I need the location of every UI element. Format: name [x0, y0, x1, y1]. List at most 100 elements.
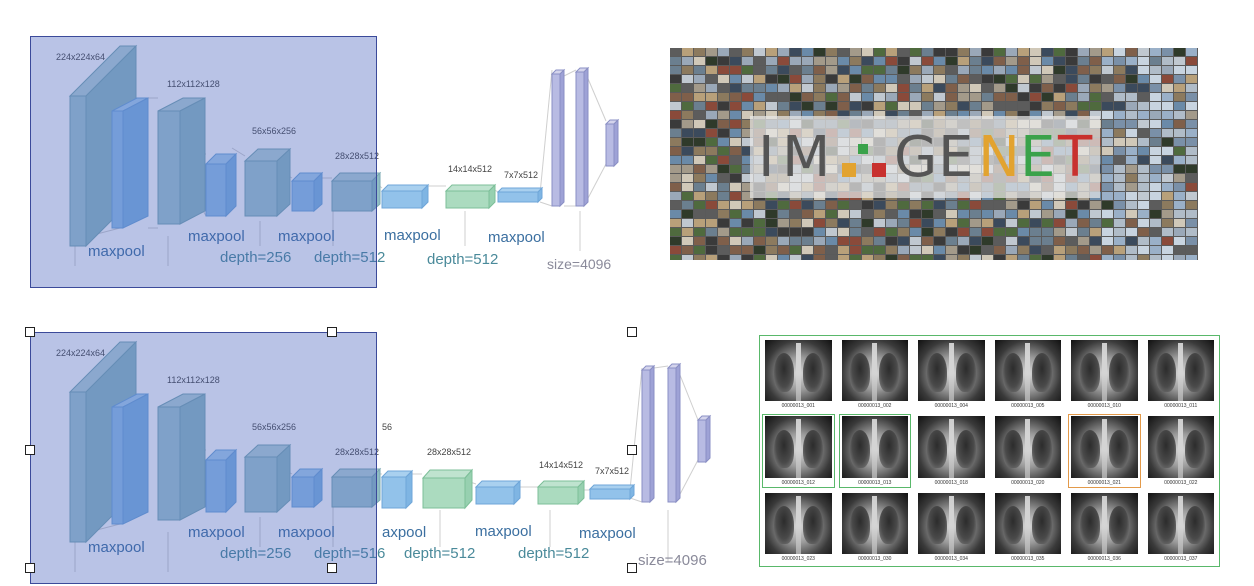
xray-thumbnail[interactable]: 00000013_021: [1068, 414, 1141, 488]
xray-caption: 00000013_020: [1011, 479, 1045, 486]
vgg-diagram-top: 224x224x64 112x112x128 56x56x256 28x28x5…: [30, 36, 630, 276]
chest-xray-image: [918, 492, 985, 554]
resize-handle-top-center[interactable]: [327, 327, 337, 337]
xray-thumbnail[interactable]: 00000013_037: [1145, 491, 1218, 564]
layer-size-label: 7x7x512: [504, 170, 538, 180]
xray-caption: 00000013_002: [858, 403, 892, 410]
logo-letter: I: [758, 125, 775, 190]
layer-size-label: 112x112x128: [167, 375, 220, 385]
chest-xray-image: [1071, 416, 1138, 478]
pool-block-2: [204, 448, 238, 514]
chest-xray-image: [994, 340, 1061, 402]
size-label: size=4096: [638, 552, 707, 569]
logo-square-red: [872, 163, 886, 177]
maxpool-label: maxpool: [88, 243, 145, 260]
conv-block-1: [68, 44, 138, 248]
layer-size-label: 56: [382, 422, 392, 432]
pool-block-4: [380, 469, 414, 510]
xray-thumbnail[interactable]: 00000013_010: [1068, 338, 1141, 411]
logo-letter: G: [894, 125, 937, 190]
dense-layer-1: [550, 68, 566, 208]
resize-handle-middle-left[interactable]: [25, 445, 35, 455]
layer-size-label: 56x56x256: [252, 422, 296, 432]
depth-label: depth=256: [220, 249, 291, 266]
chest-xray-image: [1071, 340, 1138, 402]
chest-xray-image: [765, 340, 832, 402]
layer-size-label: 14x14x512: [539, 460, 583, 470]
xray-thumbnail[interactable]: 00000013_022: [1145, 414, 1218, 487]
xray-caption: 00000013_012: [781, 479, 815, 486]
dense-layer-2: [574, 66, 590, 208]
layer-size-label: 28x28x512: [427, 447, 471, 457]
chest-xray-image: [918, 416, 985, 478]
layer-size-label: 56x56x256: [252, 126, 296, 136]
xray-thumbnail[interactable]: 00000013_023: [762, 491, 835, 564]
depth-label: depth=256: [220, 545, 291, 562]
xray-thumbnail[interactable]: 00000013_002: [839, 338, 912, 411]
xray-caption: 00000013_018: [934, 479, 968, 486]
xray-thumbnail[interactable]: 00000013_013: [838, 414, 911, 488]
xray-thumbnail[interactable]: 00000013_004: [915, 338, 988, 411]
resize-handle-top-right[interactable]: [627, 327, 637, 337]
maxpool-label: maxpool: [88, 539, 145, 556]
chest-xray-image: [1071, 492, 1138, 554]
conv-block-5: [444, 183, 497, 210]
layer-size-label: 7x7x512: [595, 466, 629, 476]
logo-letter: E: [938, 125, 973, 190]
xray-thumbnail-grid: 00000013_001 00000013_002 00000013_004 0000…: [759, 335, 1220, 567]
chest-xray-image: [765, 492, 832, 554]
chest-xray-image: [1147, 340, 1214, 402]
maxpool-label: maxpool: [278, 228, 335, 245]
layer-size-label: 112x112x128: [167, 79, 220, 89]
chest-xray-image: [841, 416, 908, 478]
xray-thumbnail[interactable]: 00000013_001: [762, 338, 835, 411]
pool-block-3: [290, 171, 324, 213]
xray-grid: 00000013_001 00000013_002 00000013_004 0000…: [762, 338, 1217, 564]
dense-layer-3: [696, 414, 712, 464]
logo-square-green: [858, 144, 868, 154]
conv-block-4: [330, 171, 382, 213]
dense-layer-3: [604, 118, 620, 168]
xray-thumbnail[interactable]: 00000013_035: [992, 491, 1065, 564]
conv-block-6: [536, 479, 586, 506]
maxpool-label: maxpool: [278, 524, 335, 541]
layer-size-label: 224x224x64: [56, 348, 105, 358]
chest-xray-image: [994, 492, 1061, 554]
xray-caption: 00000013_013: [858, 479, 892, 486]
resize-handle-middle-right[interactable]: [627, 445, 637, 455]
conv-block-4: [330, 467, 382, 509]
imagenet-mosaic-image: I M G E N E T: [670, 48, 1197, 260]
logo-square-orange: [842, 163, 856, 177]
logo-letter: E: [1020, 125, 1055, 190]
xray-thumbnail[interactable]: 00000013_012: [762, 414, 835, 488]
pool-block-6: [588, 483, 636, 501]
resize-handle-bottom-right[interactable]: [627, 563, 637, 573]
xray-thumbnail[interactable]: 00000013_030: [839, 491, 912, 564]
xray-thumbnail[interactable]: 00000013_036: [1068, 491, 1141, 564]
logo-letter: T: [1057, 125, 1093, 190]
resize-handle-top-left[interactable]: [25, 327, 35, 337]
pool-block-5: [496, 186, 544, 204]
depth-label: depth=512: [518, 545, 589, 562]
xray-caption: 00000013_010: [1087, 403, 1121, 410]
chest-xray-image: [1147, 492, 1214, 554]
xray-caption: 00000013_022: [1164, 479, 1198, 486]
layer-size-label: 28x28x512: [335, 151, 379, 161]
xray-thumbnail[interactable]: 00000013_018: [915, 414, 988, 487]
xray-thumbnail[interactable]: 00000013_020: [992, 414, 1065, 487]
xray-thumbnail[interactable]: 00000013_034: [915, 491, 988, 564]
xray-caption: 00000013_004: [934, 403, 968, 410]
xray-caption: 00000013_037: [1164, 556, 1198, 562]
layer-size-label: 28x28x512: [335, 447, 379, 457]
xray-caption: 00000013_034: [934, 556, 968, 562]
xray-caption: 00000013_036: [1087, 556, 1121, 562]
xray-thumbnail[interactable]: 00000013_011: [1145, 338, 1218, 411]
chest-xray-image: [918, 340, 985, 402]
dense-layer-2: [666, 362, 682, 504]
layer-size-label: 14x14x512: [448, 164, 492, 174]
resize-handle-bottom-left[interactable]: [25, 563, 35, 573]
chest-xray-image: [994, 416, 1061, 478]
maxpool-label: maxpool: [579, 525, 636, 542]
resize-handle-bottom-center[interactable]: [327, 563, 337, 573]
xray-thumbnail[interactable]: 00000013_005: [992, 338, 1065, 411]
